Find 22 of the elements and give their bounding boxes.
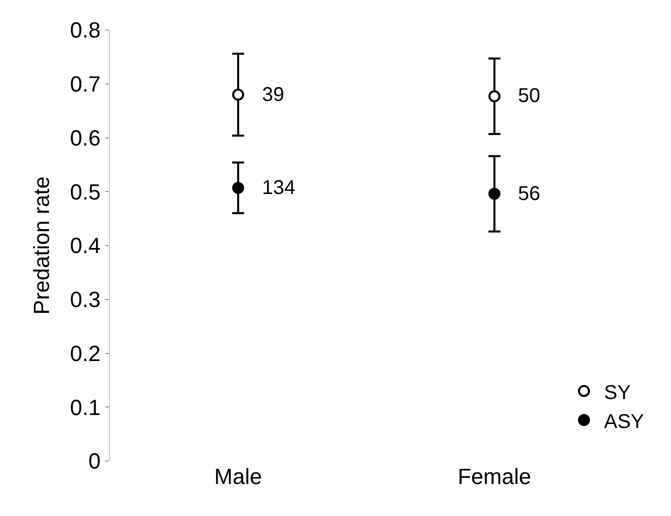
point <box>488 188 500 200</box>
annotation: 134 <box>262 177 296 199</box>
annotation: 50 <box>518 85 540 107</box>
y-tick-label: 0 <box>88 448 101 474</box>
legend-label: SY <box>604 382 631 404</box>
y-tick-label: 0.2 <box>70 340 101 366</box>
y-tick-label: 0.4 <box>70 233 101 258</box>
y-tick-label: 0.5 <box>70 179 101 204</box>
point <box>488 90 500 102</box>
point <box>232 88 244 101</box>
y-tick-label: 0.6 <box>70 125 101 150</box>
legend-label: ASY <box>604 410 644 433</box>
x-tick-label: Male <box>214 464 262 489</box>
annotation: 39 <box>262 84 284 106</box>
y-axis-title: Predation rate <box>28 176 54 315</box>
y-tick-label: 0.1 <box>70 394 101 420</box>
y-tick-label: 0.3 <box>70 287 101 312</box>
y-tick-label: 0.7 <box>70 72 101 97</box>
point <box>232 182 244 194</box>
x-tick-label: Female <box>458 464 532 489</box>
annotation: 56 <box>518 183 540 205</box>
y-tick-label: 0.8 <box>70 18 101 43</box>
